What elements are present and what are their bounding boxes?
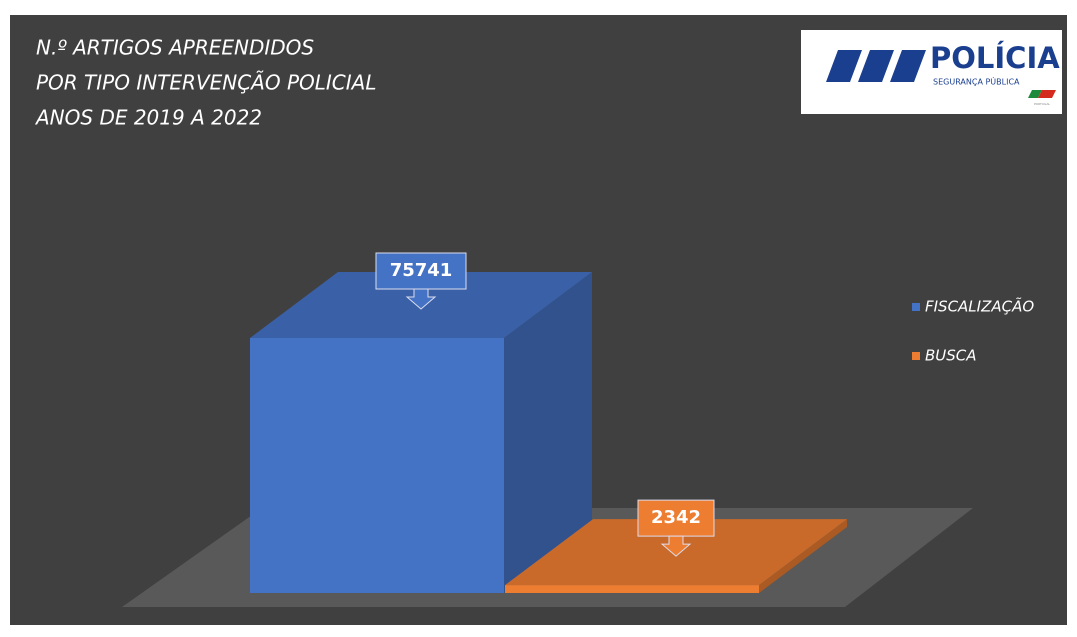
data-label-arrow <box>660 535 692 557</box>
legend-swatch <box>912 352 920 360</box>
logo: POLÍCIA SEGURANÇA PÚBLICA PORTUGAL <box>801 30 1062 114</box>
logo-subtitle: SEGURANÇA PÚBLICA <box>933 76 1020 87</box>
data-label: 2342 <box>651 507 701 528</box>
data-label-arrow <box>405 288 437 310</box>
bar <box>250 272 592 593</box>
data-label-box <box>375 252 467 290</box>
logo-stripe <box>826 50 862 82</box>
legend-label: BUSCA <box>925 347 977 365</box>
legend-swatch <box>912 303 920 311</box>
chart-title: N.º ARTIGOS APREENDIDOS <box>36 36 314 60</box>
logo-stripe <box>858 50 894 82</box>
chart-title: ANOS DE 2019 A 2022 <box>34 106 262 130</box>
logo-country: PORTUGAL <box>1034 102 1050 106</box>
chart-title: POR TIPO INTERVENÇÃO POLICIAL <box>36 71 377 95</box>
legend-label: FISCALIZAÇÃO <box>925 297 1034 316</box>
logo-flag <box>1038 90 1056 98</box>
bar-front <box>250 338 504 593</box>
logo-name: POLÍCIA <box>930 41 1060 75</box>
bar-side <box>504 272 592 593</box>
logo-flag <box>1028 90 1042 98</box>
logo-stripe <box>890 50 926 82</box>
bar-front <box>505 585 759 593</box>
data-label-box <box>637 499 715 537</box>
bar-side <box>759 519 847 593</box>
data-label: 75741 <box>390 260 453 281</box>
